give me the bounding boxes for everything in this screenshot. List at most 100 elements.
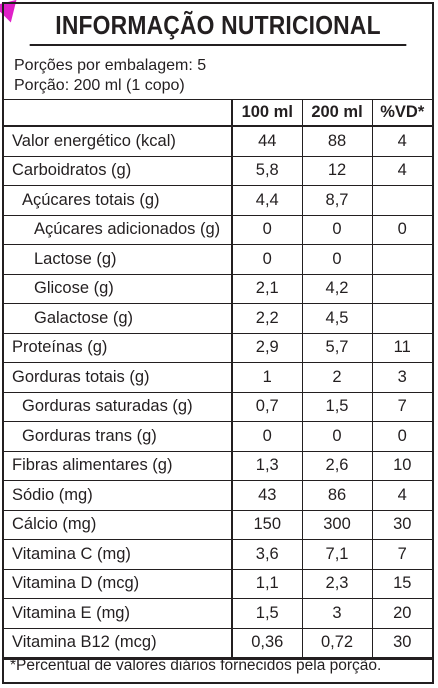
value-200ml: 5,7 — [301, 333, 372, 363]
value-100ml: 44 — [231, 126, 302, 157]
value-100ml: 2,9 — [231, 333, 302, 363]
value-100ml: 2,1 — [231, 274, 302, 304]
value-daily-percent: 11 — [371, 333, 432, 363]
value-daily-percent: 3 — [371, 362, 432, 393]
nutrition-table: 100 ml 200 ml %VD* Valor energético (kca… — [4, 100, 432, 658]
servings-per-package: Porções por embalagem: 5 — [14, 57, 207, 74]
value-200ml: 12 — [301, 156, 372, 186]
nutrient-label: Galactose (g) — [4, 303, 232, 334]
nutrition-facts-panel: INFORMAÇÃO NUTRICIONAL Porções por embal… — [2, 2, 434, 684]
table-row: Gorduras trans (g) 0 0 0 — [4, 421, 432, 452]
nutrient-label: Vitamina E (mg) — [4, 598, 232, 629]
table-row: Vitamina D (mcg) 1,1 2,3 15 — [4, 569, 432, 599]
value-100ml: 43 — [231, 480, 302, 511]
value-100ml: 1,3 — [231, 451, 302, 481]
col-header-vd: %VD* — [371, 100, 432, 127]
value-100ml: 1,1 — [231, 569, 302, 599]
table-row: Cálcio (mg) 150 300 30 — [4, 510, 432, 540]
table-row: Açúcares adicionados (g) 0 0 0 — [4, 215, 432, 245]
nutrient-label: Cálcio (mg) — [4, 510, 232, 540]
nutrient-label: Carboidratos (g) — [4, 156, 232, 186]
header-blank-cell — [4, 100, 232, 127]
value-daily-percent: 15 — [371, 569, 432, 599]
table-row: Fibras alimentares (g) 1,3 2,6 10 — [4, 451, 432, 481]
panel-title: INFORMAÇÃO NUTRICIONAL — [29, 4, 407, 46]
nutrient-label: Glicose (g) — [4, 274, 232, 304]
value-daily-percent: 10 — [371, 451, 432, 481]
table-row: Lactose (g) 0 0 — [4, 244, 432, 275]
nutrition-table-wrap: 100 ml 200 ml %VD* Valor energético (kca… — [4, 100, 432, 660]
value-daily-percent: 30 — [371, 628, 432, 658]
value-100ml: 1 — [231, 362, 302, 393]
value-100ml: 5,8 — [231, 156, 302, 186]
table-row: Galactose (g) 2,2 4,5 — [4, 303, 432, 334]
value-200ml: 1,5 — [301, 392, 372, 422]
value-200ml: 3 — [301, 598, 372, 629]
nutrient-label: Gorduras trans (g) — [4, 421, 232, 452]
nutrient-label: Gorduras saturadas (g) — [4, 392, 232, 422]
nutrient-label: Açúcares adicionados (g) — [4, 215, 232, 245]
nutrient-label: Proteínas (g) — [4, 333, 232, 363]
serving-size: Porção: 200 ml (1 copo) — [14, 77, 185, 94]
serving-info: Porções por embalagem: 5 Porção: 200 ml … — [4, 46, 432, 100]
value-daily-percent: 20 — [371, 598, 432, 629]
value-200ml: 2,3 — [301, 569, 372, 599]
value-200ml: 0 — [301, 421, 372, 452]
table-row: Valor energético (kcal) 44 88 4 — [4, 126, 432, 157]
value-100ml: 0 — [231, 215, 302, 245]
value-200ml: 2 — [301, 362, 372, 393]
value-100ml: 0,36 — [231, 628, 302, 658]
value-200ml: 7,1 — [301, 539, 372, 570]
value-daily-percent — [371, 274, 432, 304]
value-daily-percent — [371, 244, 432, 275]
nutrient-label: Fibras alimentares (g) — [4, 451, 232, 481]
value-200ml: 4,5 — [301, 303, 372, 334]
nutrient-label: Açúcares totais (g) — [4, 185, 232, 216]
nutrient-label: Gorduras totais (g) — [4, 362, 232, 393]
value-200ml: 0,72 — [301, 628, 372, 658]
nutrient-label: Valor energético (kcal) — [4, 126, 232, 157]
footnote: *Percentual de valores diários fornecido… — [10, 657, 382, 674]
nutrient-label: Vitamina B12 (mcg) — [4, 628, 232, 658]
value-100ml: 0 — [231, 244, 302, 275]
table-row: Vitamina B12 (mcg) 0,36 0,72 30 — [4, 628, 432, 658]
value-100ml: 4,4 — [231, 185, 302, 216]
value-daily-percent — [371, 185, 432, 216]
col-header-200ml: 200 ml — [301, 100, 372, 127]
value-100ml: 1,5 — [231, 598, 302, 629]
nutrient-label: Sódio (mg) — [4, 480, 232, 511]
table-row: Sódio (mg) 43 86 4 — [4, 480, 432, 511]
value-200ml: 2,6 — [301, 451, 372, 481]
nutrient-label: Vitamina C (mg) — [4, 539, 232, 570]
table-row: Carboidratos (g) 5,8 12 4 — [4, 156, 432, 186]
value-100ml: 0,7 — [231, 392, 302, 422]
table-row: Açúcares totais (g) 4,4 8,7 — [4, 185, 432, 216]
table-header-row: 100 ml 200 ml %VD* — [4, 100, 432, 127]
table-row: Vitamina C (mg) 3,6 7,1 7 — [4, 539, 432, 570]
value-100ml: 0 — [231, 421, 302, 452]
value-100ml: 2,2 — [231, 303, 302, 334]
value-daily-percent: 4 — [371, 156, 432, 186]
value-100ml: 3,6 — [231, 539, 302, 570]
value-daily-percent: 0 — [371, 421, 432, 452]
value-200ml: 300 — [301, 510, 372, 540]
value-200ml: 8,7 — [301, 185, 372, 216]
table-body: Valor energético (kcal) 44 88 4 Carboidratos… — [4, 126, 432, 658]
table-row: Gorduras totais (g) 1 2 3 — [4, 362, 432, 393]
table-row: Gorduras saturadas (g) 0,7 1,5 7 — [4, 392, 432, 422]
value-daily-percent — [371, 303, 432, 334]
value-daily-percent: 4 — [371, 126, 432, 157]
value-daily-percent: 7 — [371, 392, 432, 422]
table-row: Vitamina E (mg) 1,5 3 20 — [4, 598, 432, 629]
value-daily-percent: 4 — [371, 480, 432, 511]
value-200ml: 88 — [301, 126, 372, 157]
value-daily-percent: 7 — [371, 539, 432, 570]
corner-arrow-icon — [0, 0, 17, 23]
value-100ml: 150 — [231, 510, 302, 540]
value-200ml: 0 — [301, 244, 372, 275]
nutrient-label: Lactose (g) — [4, 244, 232, 275]
value-200ml: 4,2 — [301, 274, 372, 304]
value-200ml: 86 — [301, 480, 372, 511]
value-200ml: 0 — [301, 215, 372, 245]
col-header-100ml: 100 ml — [231, 100, 302, 127]
